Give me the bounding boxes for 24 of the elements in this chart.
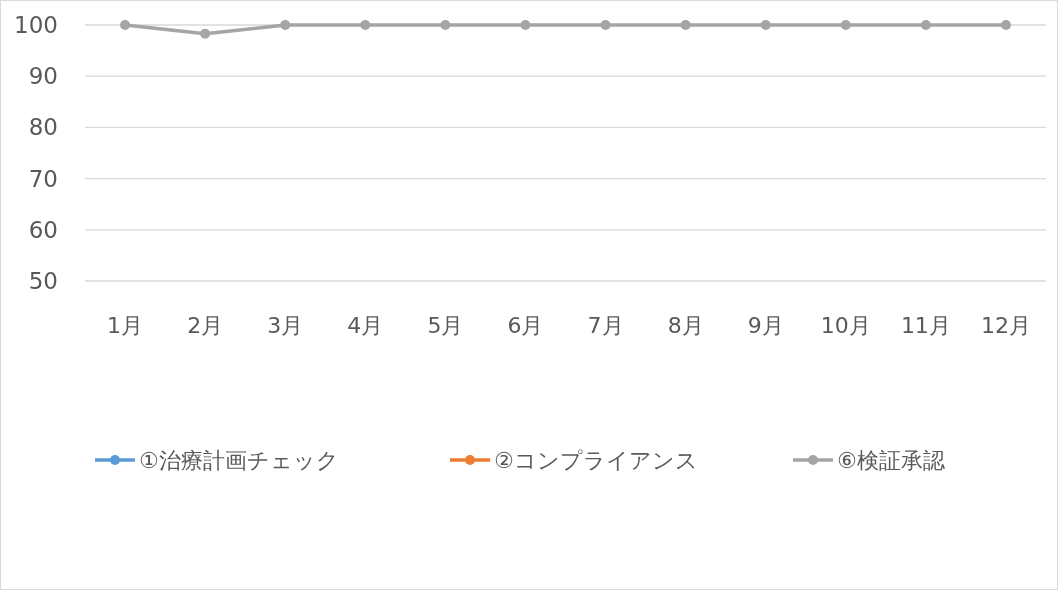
x-tick-label: 10月 [820, 313, 871, 338]
legend-label: ②コンプライアンス [494, 448, 698, 473]
y-tick-label: 90 [28, 63, 58, 90]
x-tick-label: 1月 [107, 313, 144, 338]
y-tick-label: 80 [28, 114, 58, 141]
x-tick-label: 2月 [187, 313, 224, 338]
legend-item: ①治療計画チェック [95, 448, 339, 473]
x-tick-label: 5月 [427, 313, 464, 338]
legend-label: ⑥検証承認 [837, 448, 945, 473]
x-tick-label: 6月 [507, 313, 544, 338]
y-tick-label: 100 [14, 12, 58, 38]
x-tick-label: 9月 [747, 313, 784, 338]
x-tick-label: 3月 [267, 313, 304, 338]
x-tick-label: 7月 [587, 313, 624, 338]
x-tick-label: 4月 [347, 313, 384, 338]
x-tick-label: 8月 [667, 313, 704, 338]
legend-item: ⑥検証承認 [793, 448, 945, 473]
x-tick-label: 11月 [900, 313, 951, 338]
y-tick-label: 70 [28, 165, 58, 192]
legend-item: ②コンプライアンス [450, 448, 698, 473]
legend-label: ①治療計画チェック [139, 448, 339, 473]
x-tick-label: 12月 [980, 313, 1031, 338]
y-tick-label: 60 [28, 216, 58, 243]
y-tick-label: 50 [28, 268, 58, 294]
